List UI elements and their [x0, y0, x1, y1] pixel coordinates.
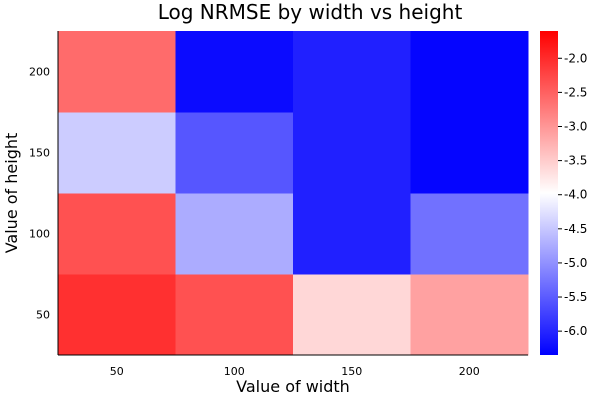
heatmap-cell	[293, 31, 411, 113]
heatmap-cell	[175, 274, 294, 356]
x-tick-label: 200	[459, 365, 480, 378]
chart-title: Log NRMSE by width vs height	[158, 0, 463, 24]
heatmap-cell	[410, 112, 529, 194]
colorbar: -2.0 -2.5 -3.0 -3.5 -4.0 -4.5 -5.0 -5.5 -6.0	[540, 31, 587, 355]
colorbar-tick-label: -2.0	[564, 51, 587, 65]
colorbar-tick-label: -6.0	[564, 324, 587, 338]
colorbar-tick-label: -5.5	[564, 290, 587, 304]
heatmap-cell	[58, 274, 176, 356]
x-tick-label: 100	[224, 365, 245, 378]
heatmap-cell	[293, 193, 411, 275]
x-tick-label: 150	[341, 365, 362, 378]
heatmap-cell	[410, 274, 529, 356]
x-tick-label: 50	[110, 365, 124, 378]
y-axis-ticks: 50 100 150 200	[29, 66, 50, 322]
x-axis-label: Value of width	[236, 377, 350, 396]
colorbar-gradient	[540, 31, 558, 355]
heatmap-cell	[175, 193, 294, 275]
colorbar-tick-label: -5.0	[564, 256, 587, 270]
colorbar-tick-label: -3.0	[564, 119, 587, 133]
colorbar-tick-label: -2.5	[564, 85, 587, 99]
heatmap-cell	[293, 274, 411, 356]
heatmap-cell	[410, 193, 529, 275]
y-axis-label: Value of height	[2, 133, 21, 254]
y-tick-label: 100	[29, 228, 50, 241]
heatmap-cells	[58, 31, 529, 356]
heatmap-cell	[410, 31, 529, 113]
heatmap-cell	[58, 193, 176, 275]
colorbar-tick-label: -3.5	[564, 154, 587, 168]
heatmap-cell	[58, 31, 176, 113]
y-tick-label: 150	[29, 147, 50, 160]
x-axis-ticks: 50 100 150 200	[110, 365, 480, 378]
colorbar-tick-label: -4.0	[564, 188, 587, 202]
heatmap-cell	[175, 31, 294, 113]
y-tick-label: 200	[29, 66, 50, 79]
colorbar-tick-label: -4.5	[564, 222, 587, 236]
y-tick-label: 50	[36, 309, 50, 322]
heatmap-cell	[175, 112, 294, 194]
heatmap-cell	[293, 112, 411, 194]
plot-frame	[57, 31, 528, 356]
heatmap-cell	[58, 112, 176, 194]
